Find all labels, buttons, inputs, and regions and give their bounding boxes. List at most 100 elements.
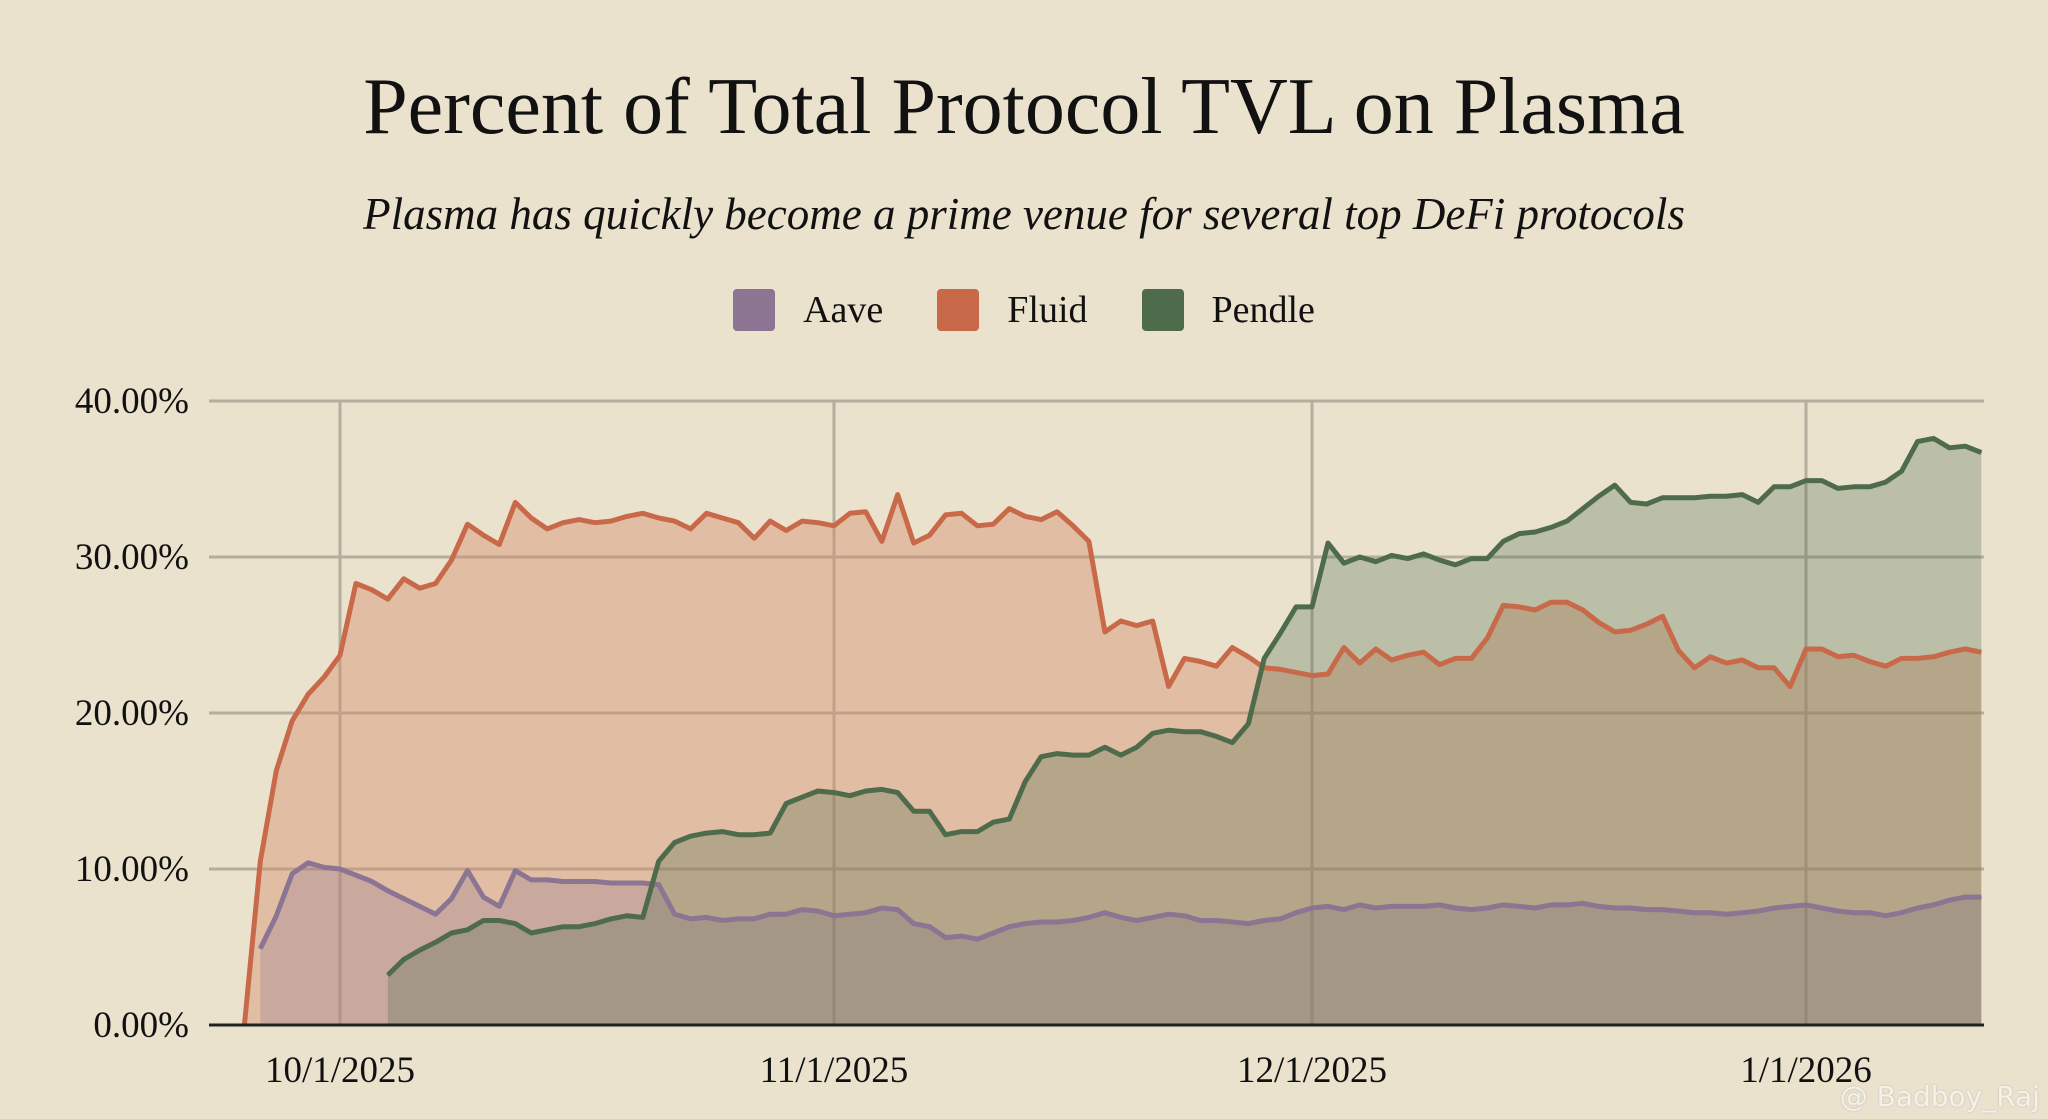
legend: Aave Fluid Pendle [0,288,2048,332]
point-aave [1948,899,1950,901]
point-pendle [1566,520,1568,522]
point-pendle [753,834,755,836]
y-tick-label: 10.00% [75,849,189,890]
point-fluid [1725,662,1727,664]
point-fluid [1423,651,1425,653]
point-pendle [1343,562,1345,564]
point-pendle [1359,556,1361,558]
point-pendle [865,790,867,792]
point-aave [562,880,564,882]
point-fluid [1407,654,1409,656]
point-fluid [817,522,819,524]
x-tick-label: 12/1/2025 [1237,1050,1387,1091]
point-pendle [546,929,548,931]
point-pendle [1072,754,1074,756]
point-pendle [1932,437,1934,439]
point-fluid [578,519,580,521]
point-aave [1343,909,1345,911]
point-pendle [1407,558,1409,560]
point-fluid [1678,650,1680,652]
point-aave [1247,923,1249,925]
point-fluid [1502,604,1504,606]
point-aave [355,874,357,876]
point-aave [753,918,755,920]
x-tick-label: 11/1/2025 [760,1050,909,1091]
point-fluid [1709,656,1711,658]
point-fluid [976,525,978,527]
point-aave [1789,905,1791,907]
point-fluid [1056,511,1058,513]
point-pendle [1486,558,1488,560]
point-aave [721,919,723,921]
point-pendle [1168,729,1170,731]
point-pendle [976,831,978,833]
point-fluid [1184,657,1186,659]
legend-swatch-fluid [937,289,980,331]
point-fluid [929,534,931,536]
point-aave [1773,907,1775,909]
point-fluid [275,770,277,772]
point-pendle [1550,526,1552,528]
point-fluid [1805,648,1807,650]
x-tick-label: 10/1/2025 [265,1050,415,1091]
point-pendle [1614,484,1616,486]
point-aave [642,882,644,884]
point-pendle [1024,781,1026,783]
point-aave [1566,904,1568,906]
point-pendle [706,832,707,834]
point-fluid [355,583,357,585]
point-pendle [1534,531,1536,533]
point-aave [1885,915,1887,917]
point-fluid [514,501,516,503]
point-aave [1279,918,1281,920]
point-pendle [1598,495,1600,497]
point-pendle [626,915,628,917]
point-aave [1327,905,1329,907]
point-pendle [1821,480,1823,482]
point-fluid [769,520,771,522]
point-pendle [1964,445,1966,447]
point-pendle [1709,495,1711,497]
point-pendle [1199,731,1201,733]
point-pendle [498,919,500,921]
point-aave [913,923,915,925]
point-aave [1391,905,1393,907]
point-fluid [307,693,309,695]
point-aave [1215,919,1217,921]
point-fluid [323,676,325,678]
point-fluid [1948,651,1950,653]
point-pendle [514,923,516,925]
point-fluid [1008,508,1010,510]
point-fluid [387,598,389,600]
point-pendle [482,919,484,921]
point-fluid [849,512,851,514]
point-pendle [1136,746,1138,748]
point-pendle [1375,561,1377,563]
point-aave [1072,919,1074,921]
point-pendle [1056,753,1058,755]
point-aave [594,880,596,882]
point-aave [674,913,676,915]
point-fluid [658,517,660,519]
point-aave [1104,912,1106,914]
point-fluid [1885,665,1887,667]
point-aave [1693,912,1695,914]
area-pendle [387,438,1982,1025]
point-aave [1423,905,1425,907]
legend-item-pendle: Pendle [1141,288,1315,332]
point-pendle [674,841,676,843]
point-fluid [610,520,612,522]
point-aave [992,932,994,934]
point-aave [451,898,453,900]
point-fluid [1152,620,1154,622]
point-pendle [737,834,739,836]
legend-item-fluid: Fluid [937,288,1088,332]
point-aave [1582,902,1584,904]
point-fluid [451,559,453,561]
point-pendle [929,810,931,812]
point-pendle [1678,497,1680,499]
point-pendle [1885,481,1887,483]
point-aave [737,918,739,920]
point-pendle [1518,533,1520,535]
point-pendle [1630,501,1632,503]
